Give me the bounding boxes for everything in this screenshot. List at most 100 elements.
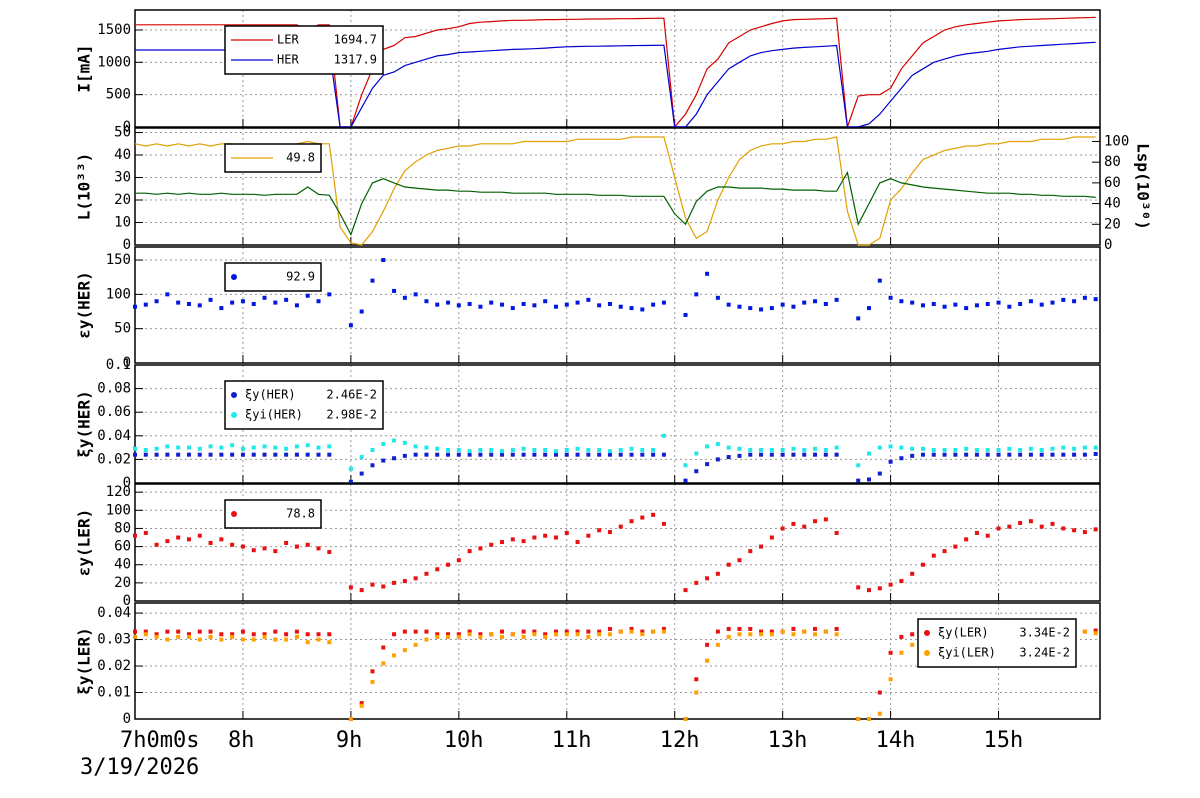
data-point [381,584,386,589]
data-point [370,582,375,587]
data-point [240,452,245,457]
y-tick-label: 40 [114,147,131,163]
data-point [143,629,148,634]
data-point [197,629,202,634]
data-point [208,452,213,457]
data-point [1093,445,1098,450]
data-point [877,445,882,450]
data-point [1018,301,1023,306]
data-point [143,452,148,457]
data-point [651,629,656,634]
data-point [629,306,634,311]
data-point [586,629,591,634]
data-point [813,452,818,457]
y2-tick-label: 100 [1104,133,1129,149]
data-point [575,629,580,634]
data-point [262,632,267,637]
data-point [305,293,310,298]
data-point [759,544,764,549]
data-point [640,452,645,457]
data-point [737,446,742,451]
data-point [802,452,807,457]
data-point [143,632,148,637]
data-point [629,629,634,634]
data-point [586,297,591,302]
data-point [456,452,461,457]
data-point [294,629,299,634]
data-point [230,452,235,457]
data-point [920,446,925,451]
data-point [381,645,386,650]
data-point [899,445,904,450]
data-point [359,588,364,593]
series-line [135,170,1096,237]
y-tick-label: 500 [106,87,131,103]
data-point [759,629,764,634]
data-point [791,632,796,637]
data-point [500,540,505,545]
date-label: 3/19/2026 [80,755,199,780]
data-point [294,452,299,457]
data-point [964,537,969,542]
data-point [316,299,321,304]
data-point [715,642,720,647]
data-point [1093,628,1098,633]
data-point [867,477,872,482]
data-point [197,452,202,457]
data-point [726,634,731,639]
data-point [899,456,904,461]
data-point [208,634,213,639]
data-point [251,452,256,457]
data-point [974,447,979,452]
data-point [618,524,623,529]
data-point [467,629,472,634]
data-point [996,300,1001,305]
data-point [802,524,807,529]
data-point [273,452,278,457]
data-point [953,452,958,457]
data-point [370,679,375,684]
legend-value: 2.98E-2 [326,408,377,422]
legend-label: LER [277,33,299,47]
data-point [424,629,429,634]
data-point [834,626,839,631]
data-point [888,582,893,587]
data-point [316,546,321,551]
data-point [230,300,235,305]
data-point [856,478,861,483]
data-point [143,302,148,307]
data-point [327,550,332,555]
data-point [294,444,299,449]
data-point [478,634,483,639]
x-tick-label: 11h [552,728,592,753]
data-point [424,571,429,576]
data-point [564,452,569,457]
y-tick-label: 0 [123,119,131,135]
legend-swatch [231,274,237,280]
data-point [823,452,828,457]
legend-swatch [231,412,237,418]
data-point [661,452,666,457]
data-point [532,629,537,634]
data-point [888,295,893,300]
y-tick-label: 1000 [97,54,131,70]
data-point [284,452,289,457]
data-point [521,539,526,544]
y-tick-label: 0 [123,475,131,491]
data-point [694,690,699,695]
panel-frame [134,483,1101,602]
data-point [618,629,623,634]
data-point [769,306,774,311]
data-point [942,447,947,452]
data-point [359,471,364,476]
data-point [802,300,807,305]
data-point [856,585,861,590]
data-point [489,542,494,547]
data-point [931,447,936,452]
panel-frame [134,602,1101,720]
data-point [219,306,224,311]
x-tick-label: 13h [768,728,808,753]
data-point [154,632,159,637]
data-point [478,452,483,457]
y-axis-label: I[mA] [75,44,94,92]
